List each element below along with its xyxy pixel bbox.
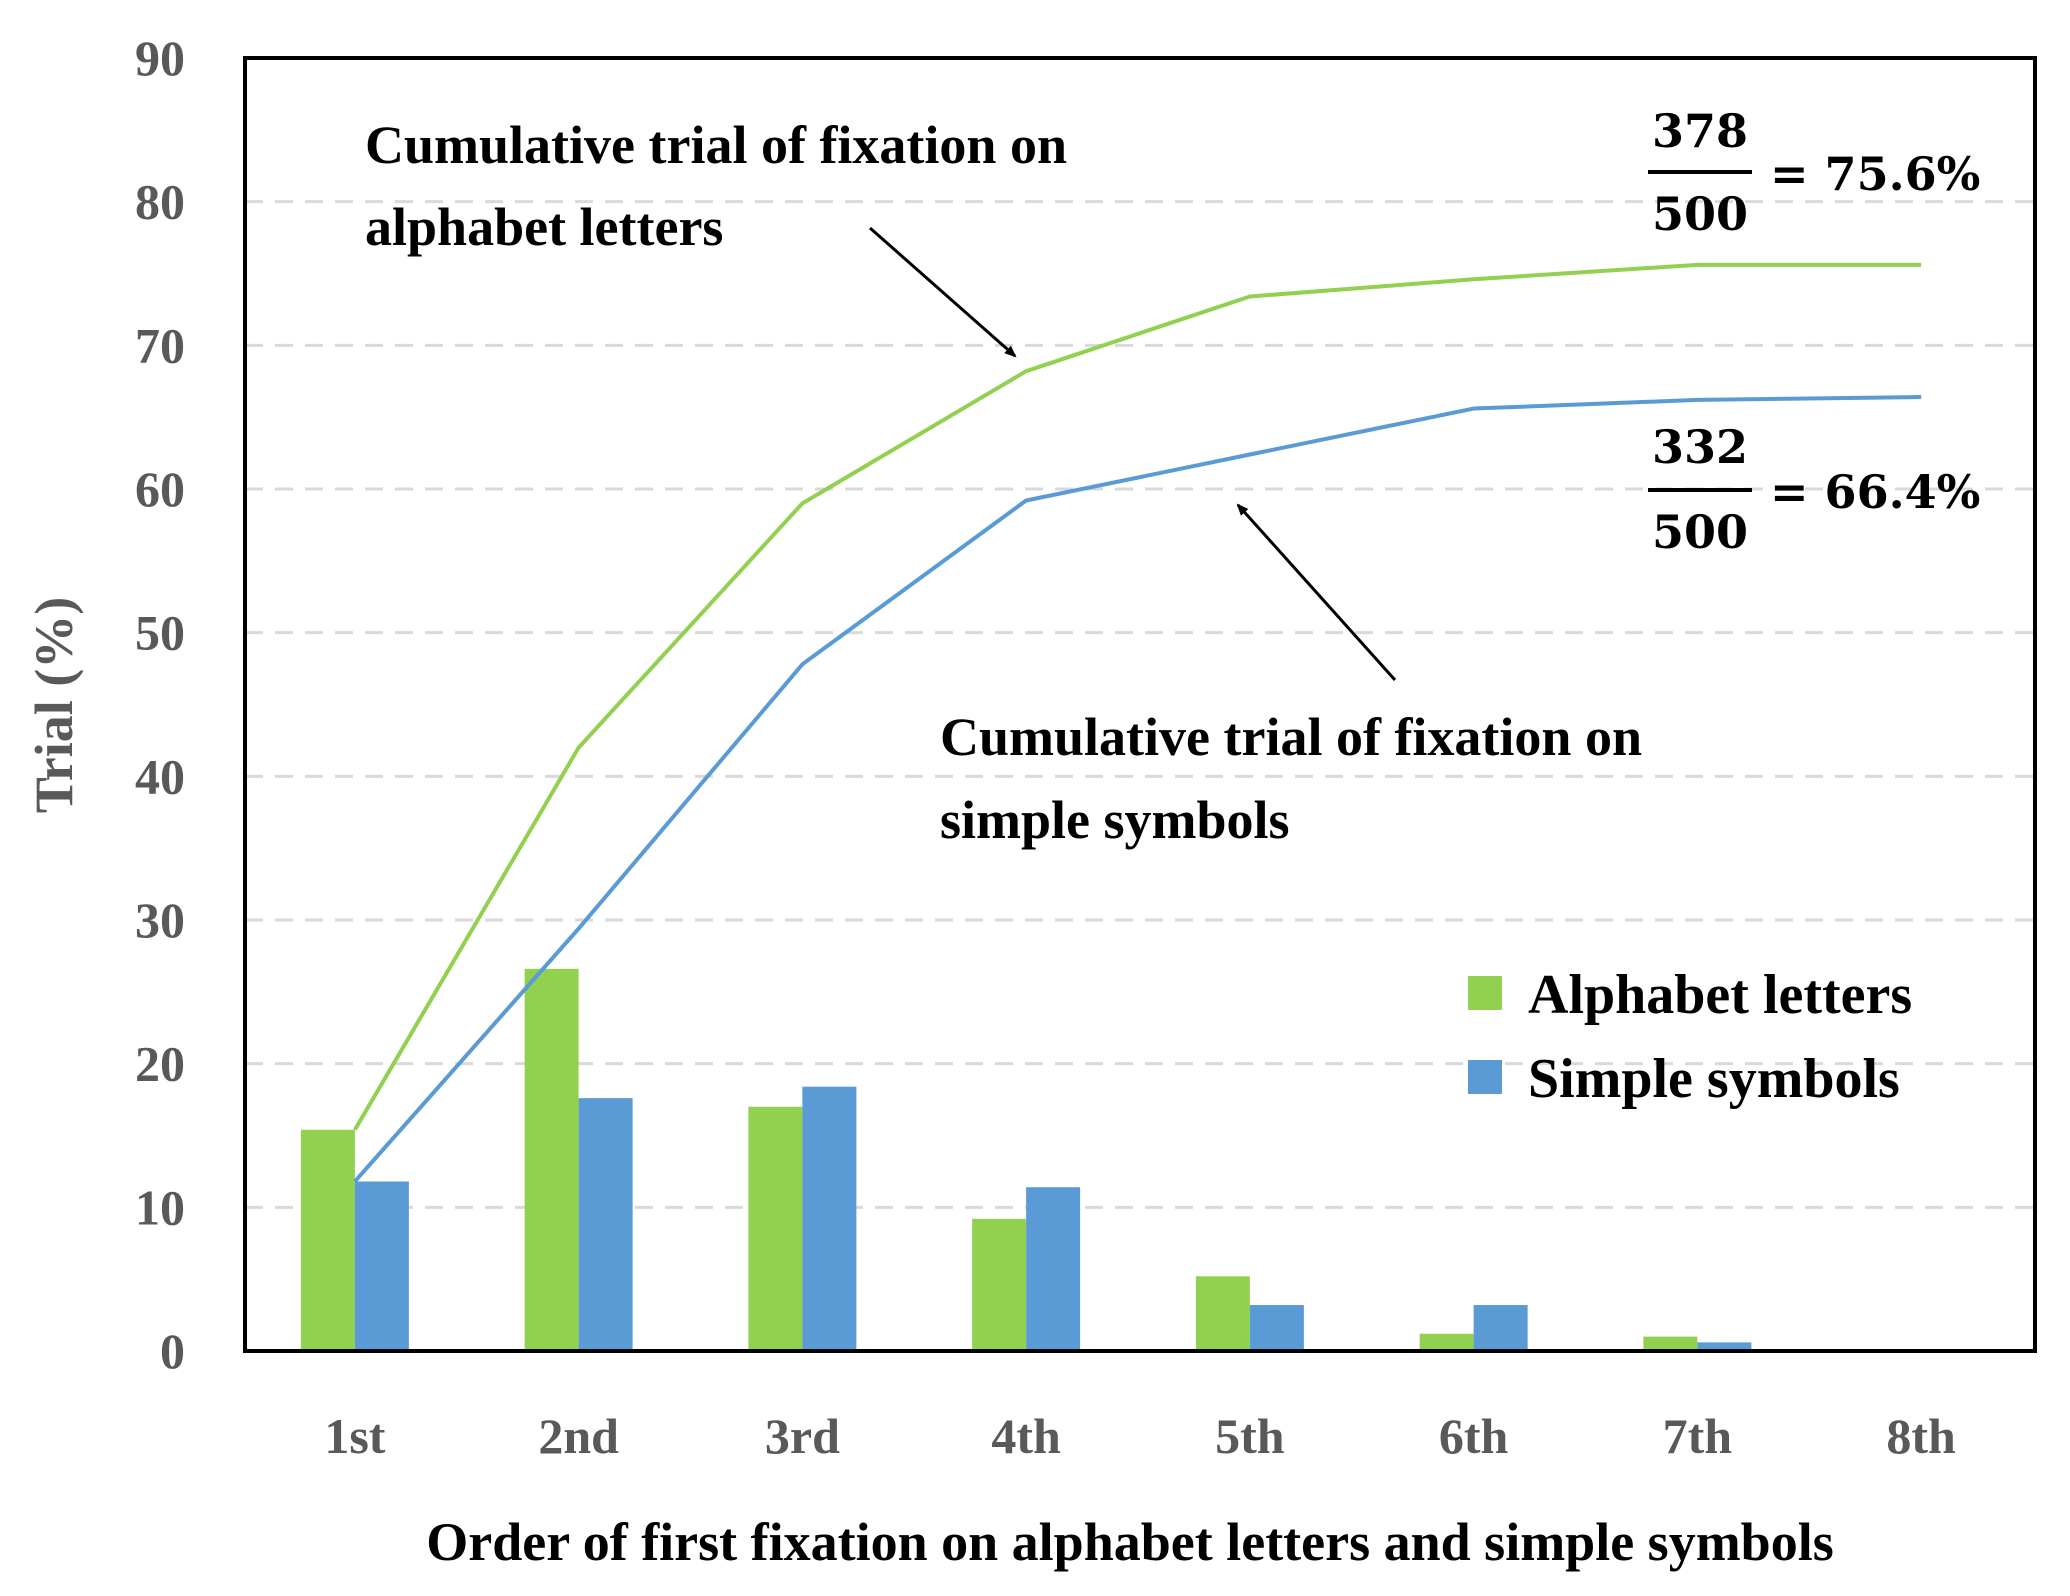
cumulative-lines — [353, 262, 1922, 1183]
symbols-cumulative-annotation-line2: simple symbols — [940, 790, 1290, 850]
bar-simple-symbols — [1697, 1342, 1752, 1351]
legend-label-simple-symbols: Simple symbols — [1528, 1048, 1900, 1110]
x-tick-label: 1st — [324, 1408, 385, 1464]
letters-annotation-arrow — [869, 226, 1017, 358]
letters-fraction-numerator: 378 — [1652, 104, 1748, 158]
x-axis-label: Order of first fixation on alphabet lett… — [426, 1512, 1833, 1572]
bar-simple-symbols — [354, 1181, 409, 1351]
y-tick-labels: 0 10 20 30 40 50 60 70 80 90 — [135, 30, 185, 1379]
symbols-annotation-arrow — [1236, 503, 1397, 682]
letters-cumulative-annotation-line1: Cumulative trial of fixation on — [365, 115, 1067, 175]
letters-fraction-denominator: 500 — [1652, 187, 1748, 241]
y-tick-label: 80 — [135, 174, 185, 230]
legend-swatch-simple-symbols — [1468, 1060, 1502, 1094]
symbols-fraction-denominator: 500 — [1652, 505, 1748, 559]
x-tick-label: 7th — [1663, 1408, 1733, 1464]
y-tick-label: 70 — [135, 317, 185, 373]
y-tick-label: 40 — [135, 748, 185, 804]
bar-simple-symbols — [1473, 1305, 1528, 1351]
y-tick-label: 50 — [135, 605, 185, 661]
y-tick-label: 90 — [135, 30, 185, 86]
x-tick-label: 5th — [1215, 1408, 1285, 1464]
legend-swatch-alphabet-letters — [1468, 976, 1502, 1010]
bar-simple-symbols — [802, 1086, 857, 1351]
y-tick-label: 60 — [135, 461, 185, 517]
x-tick-label: 3rd — [765, 1408, 840, 1464]
y-tick-label: 10 — [135, 1179, 185, 1235]
symbols-fraction-numerator: 332 — [1652, 420, 1748, 474]
letters-fraction-result: = 75.6% — [1770, 147, 1980, 201]
bar-alphabet-letters — [972, 1218, 1027, 1351]
x-tick-labels: 1st 2nd 3rd 4th 5th 6th 7th 8th — [324, 1408, 1956, 1464]
bar-alphabet-letters — [1195, 1276, 1250, 1351]
x-tick-label: 8th — [1886, 1408, 1956, 1464]
line-cumulative-alphabet-letters — [353, 262, 1922, 1131]
bar-alphabet-letters — [1419, 1333, 1474, 1351]
y-axis-label: Trial (%) — [24, 597, 84, 813]
legend-label-alphabet-letters: Alphabet letters — [1528, 964, 1912, 1026]
bar-alphabet-letters — [300, 1129, 355, 1351]
y-tick-label: 0 — [160, 1323, 185, 1379]
legend: Alphabet letters Simple symbols — [1468, 964, 1912, 1110]
y-tick-label: 30 — [135, 892, 185, 948]
bar-alphabet-letters — [1643, 1336, 1698, 1351]
x-tick-label: 4th — [991, 1408, 1061, 1464]
symbols-cumulative-annotation-line1: Cumulative trial of fixation on — [940, 707, 1642, 767]
letters-cumulative-annotation-line2: alphabet letters — [365, 197, 723, 257]
bars — [300, 968, 1752, 1351]
bar-simple-symbols — [1026, 1187, 1081, 1351]
symbols-fraction-result: = 66.4% — [1770, 465, 1980, 519]
line-cumulative-simple-symbols — [353, 395, 1922, 1183]
x-tick-label: 2nd — [538, 1408, 619, 1464]
bar-simple-symbols — [1249, 1305, 1304, 1351]
x-tick-label: 6th — [1439, 1408, 1509, 1464]
bar-simple-symbols — [578, 1098, 633, 1351]
plot-frame — [243, 56, 2037, 1353]
y-tick-label: 20 — [135, 1036, 185, 1092]
bar-alphabet-letters — [524, 968, 579, 1351]
bar-alphabet-letters — [748, 1106, 803, 1351]
